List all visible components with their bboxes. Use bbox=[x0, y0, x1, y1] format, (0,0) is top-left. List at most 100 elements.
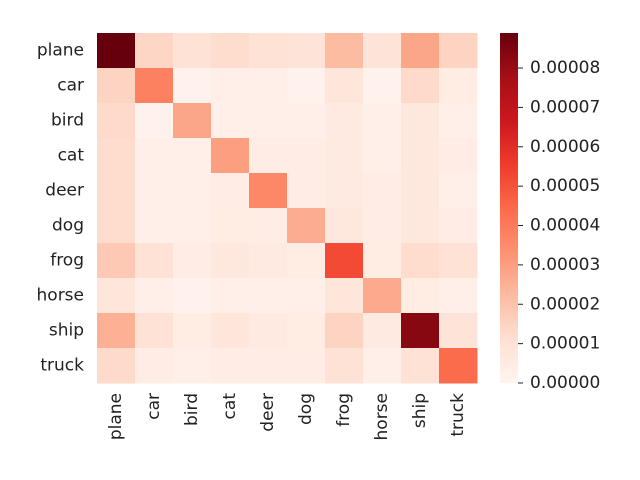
heatmap-cell bbox=[287, 173, 326, 209]
heatmap-cell bbox=[287, 33, 326, 69]
heatmap-cell bbox=[401, 173, 440, 209]
heatmap-cell bbox=[135, 348, 174, 384]
heatmap-cell bbox=[439, 173, 478, 209]
x-tick-label: dog bbox=[296, 393, 316, 425]
heatmap-cell bbox=[211, 103, 250, 139]
heatmap-cell bbox=[135, 103, 174, 139]
y-tick-label: plane bbox=[37, 41, 84, 61]
y-tick-label: dog bbox=[52, 216, 84, 236]
heatmap-cell bbox=[249, 33, 288, 69]
heatmap-cell bbox=[287, 68, 326, 104]
heatmap-cell bbox=[325, 33, 364, 69]
heatmap-cell bbox=[173, 313, 212, 349]
heatmap-cell bbox=[211, 68, 250, 104]
heatmap-cell bbox=[439, 103, 478, 139]
heatmap-cell bbox=[173, 243, 212, 279]
heatmap-cell bbox=[249, 278, 288, 314]
heatmap-cell bbox=[135, 243, 174, 279]
heatmap-cell bbox=[135, 33, 174, 69]
heatmap-cell bbox=[173, 208, 212, 244]
heatmap-cell bbox=[249, 348, 288, 384]
colorbar bbox=[500, 33, 518, 383]
heatmap-cell bbox=[135, 278, 174, 314]
colorbar-tick-label: 0.00000 bbox=[530, 373, 600, 393]
x-tick-label: cat bbox=[220, 393, 240, 420]
heatmap-cell bbox=[249, 243, 288, 279]
heatmap-cell bbox=[97, 348, 136, 384]
heatmap-cell bbox=[439, 208, 478, 244]
heatmap-cell bbox=[211, 243, 250, 279]
heatmap-cell bbox=[287, 138, 326, 174]
heatmap-cell bbox=[439, 33, 478, 69]
heatmap-cell bbox=[211, 313, 250, 349]
heatmap-cell bbox=[401, 68, 440, 104]
heatmap-cell bbox=[287, 103, 326, 139]
heatmap-cell bbox=[211, 173, 250, 209]
heatmap-cell bbox=[135, 68, 174, 104]
y-tick-label: frog bbox=[50, 251, 84, 271]
heatmap-cell bbox=[401, 208, 440, 244]
heatmap-cell bbox=[287, 278, 326, 314]
heatmap-cell bbox=[97, 278, 136, 314]
heatmap-cell bbox=[439, 278, 478, 314]
heatmap-cell bbox=[325, 313, 364, 349]
heatmap-cell bbox=[249, 138, 288, 174]
heatmap-cell bbox=[249, 103, 288, 139]
x-tick-label: frog bbox=[334, 393, 354, 427]
heatmap-cell bbox=[439, 348, 478, 384]
y-tick-label: bird bbox=[51, 111, 84, 131]
heatmap-cell bbox=[211, 33, 250, 69]
heatmap-cell bbox=[401, 278, 440, 314]
x-tick-label: plane bbox=[106, 393, 126, 440]
x-tick-label: ship bbox=[410, 393, 430, 428]
heatmap-cell bbox=[325, 348, 364, 384]
colorbar-tick-label: 0.00007 bbox=[530, 97, 600, 117]
heatmap-cell bbox=[401, 348, 440, 384]
heatmap-cell bbox=[401, 33, 440, 69]
heatmap-cell bbox=[401, 313, 440, 349]
heatmap-cell bbox=[135, 138, 174, 174]
y-tick-label: ship bbox=[49, 321, 84, 341]
colorbar-tick-label: 0.00001 bbox=[530, 334, 600, 354]
colorbar-tick-label: 0.00004 bbox=[530, 216, 600, 236]
heatmap-cell bbox=[325, 243, 364, 279]
heatmap-cell bbox=[211, 278, 250, 314]
heatmap-cell bbox=[439, 68, 478, 104]
heatmap-cell bbox=[363, 68, 402, 104]
y-tick-label: car bbox=[57, 76, 84, 96]
heatmap-cell bbox=[97, 243, 136, 279]
heatmap-cell bbox=[363, 278, 402, 314]
heatmap-cell bbox=[325, 68, 364, 104]
heatmap-cell bbox=[135, 313, 174, 349]
colorbar-tick-label: 0.00006 bbox=[530, 137, 600, 157]
heatmap-cell bbox=[287, 208, 326, 244]
heatmap-cell bbox=[97, 33, 136, 69]
colorbar-tick-label: 0.00008 bbox=[530, 58, 600, 78]
heatmap-cell bbox=[173, 103, 212, 139]
heatmap-cell bbox=[97, 313, 136, 349]
y-tick-label: horse bbox=[37, 286, 84, 306]
heatmap-cell bbox=[325, 278, 364, 314]
x-tick-label: bird bbox=[182, 393, 202, 426]
heatmap-cell bbox=[325, 138, 364, 174]
heatmap-cell bbox=[249, 68, 288, 104]
heatmap-cell bbox=[363, 208, 402, 244]
x-tick-label: horse bbox=[372, 393, 392, 440]
heatmap-cell bbox=[211, 208, 250, 244]
heatmap-cell bbox=[211, 138, 250, 174]
colorbar-tick-label: 0.00002 bbox=[530, 294, 600, 314]
heatmap-cell bbox=[287, 243, 326, 279]
heatmap-cell bbox=[173, 68, 212, 104]
heatmap-cell bbox=[363, 33, 402, 69]
heatmap-cell bbox=[439, 243, 478, 279]
heatmap-cell bbox=[325, 103, 364, 139]
heatmap-cell bbox=[363, 348, 402, 384]
heatmap-cell bbox=[173, 348, 212, 384]
x-tick-label: truck bbox=[448, 393, 468, 437]
heatmap-cell bbox=[363, 243, 402, 279]
heatmap-cell bbox=[211, 348, 250, 384]
heatmap-cell bbox=[97, 138, 136, 174]
heatmap-cell bbox=[325, 173, 364, 209]
heatmap-cell bbox=[363, 313, 402, 349]
heatmap-cell bbox=[173, 173, 212, 209]
